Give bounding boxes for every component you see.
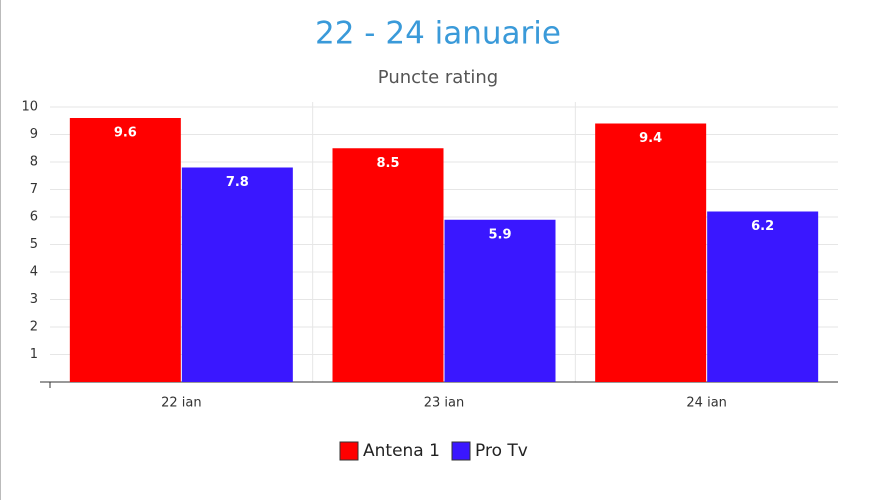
data-label: 7.8 <box>226 175 249 190</box>
y-tick-label: 6 <box>30 210 38 225</box>
y-tick-label: 5 <box>30 237 38 252</box>
legend-swatch <box>451 441 471 461</box>
bar <box>332 148 444 382</box>
data-label: 5.9 <box>488 227 511 242</box>
y-tick-label: 4 <box>30 265 38 280</box>
y-tick-label: 10 <box>21 100 38 115</box>
bar <box>69 118 181 382</box>
bar <box>444 219 556 382</box>
bar <box>595 123 707 382</box>
y-tick-label: 9 <box>30 127 38 142</box>
x-tick-label: 23 ian <box>424 396 465 411</box>
x-tick-label: 24 ian <box>686 396 727 411</box>
data-label: 6.2 <box>751 219 774 234</box>
y-tick-label: 8 <box>30 155 38 170</box>
legend-swatch <box>339 441 359 461</box>
chart-title: 22 - 24 ianuarie <box>315 16 561 52</box>
y-tick-label: 7 <box>30 182 38 197</box>
data-label: 8.5 <box>376 156 399 171</box>
y-tick-label: 3 <box>30 292 38 307</box>
chart-subtitle: Puncte rating <box>378 67 498 88</box>
x-tick-label: 22 ian <box>161 396 202 411</box>
legend-label: Pro Tv <box>475 441 528 461</box>
y-tick-label: 2 <box>30 320 38 335</box>
bar <box>707 211 819 382</box>
data-label: 9.6 <box>114 126 137 141</box>
legend-label: Antena 1 <box>363 441 440 461</box>
data-label: 9.4 <box>639 131 662 146</box>
bar <box>181 167 293 382</box>
y-tick-label: 1 <box>30 347 38 362</box>
